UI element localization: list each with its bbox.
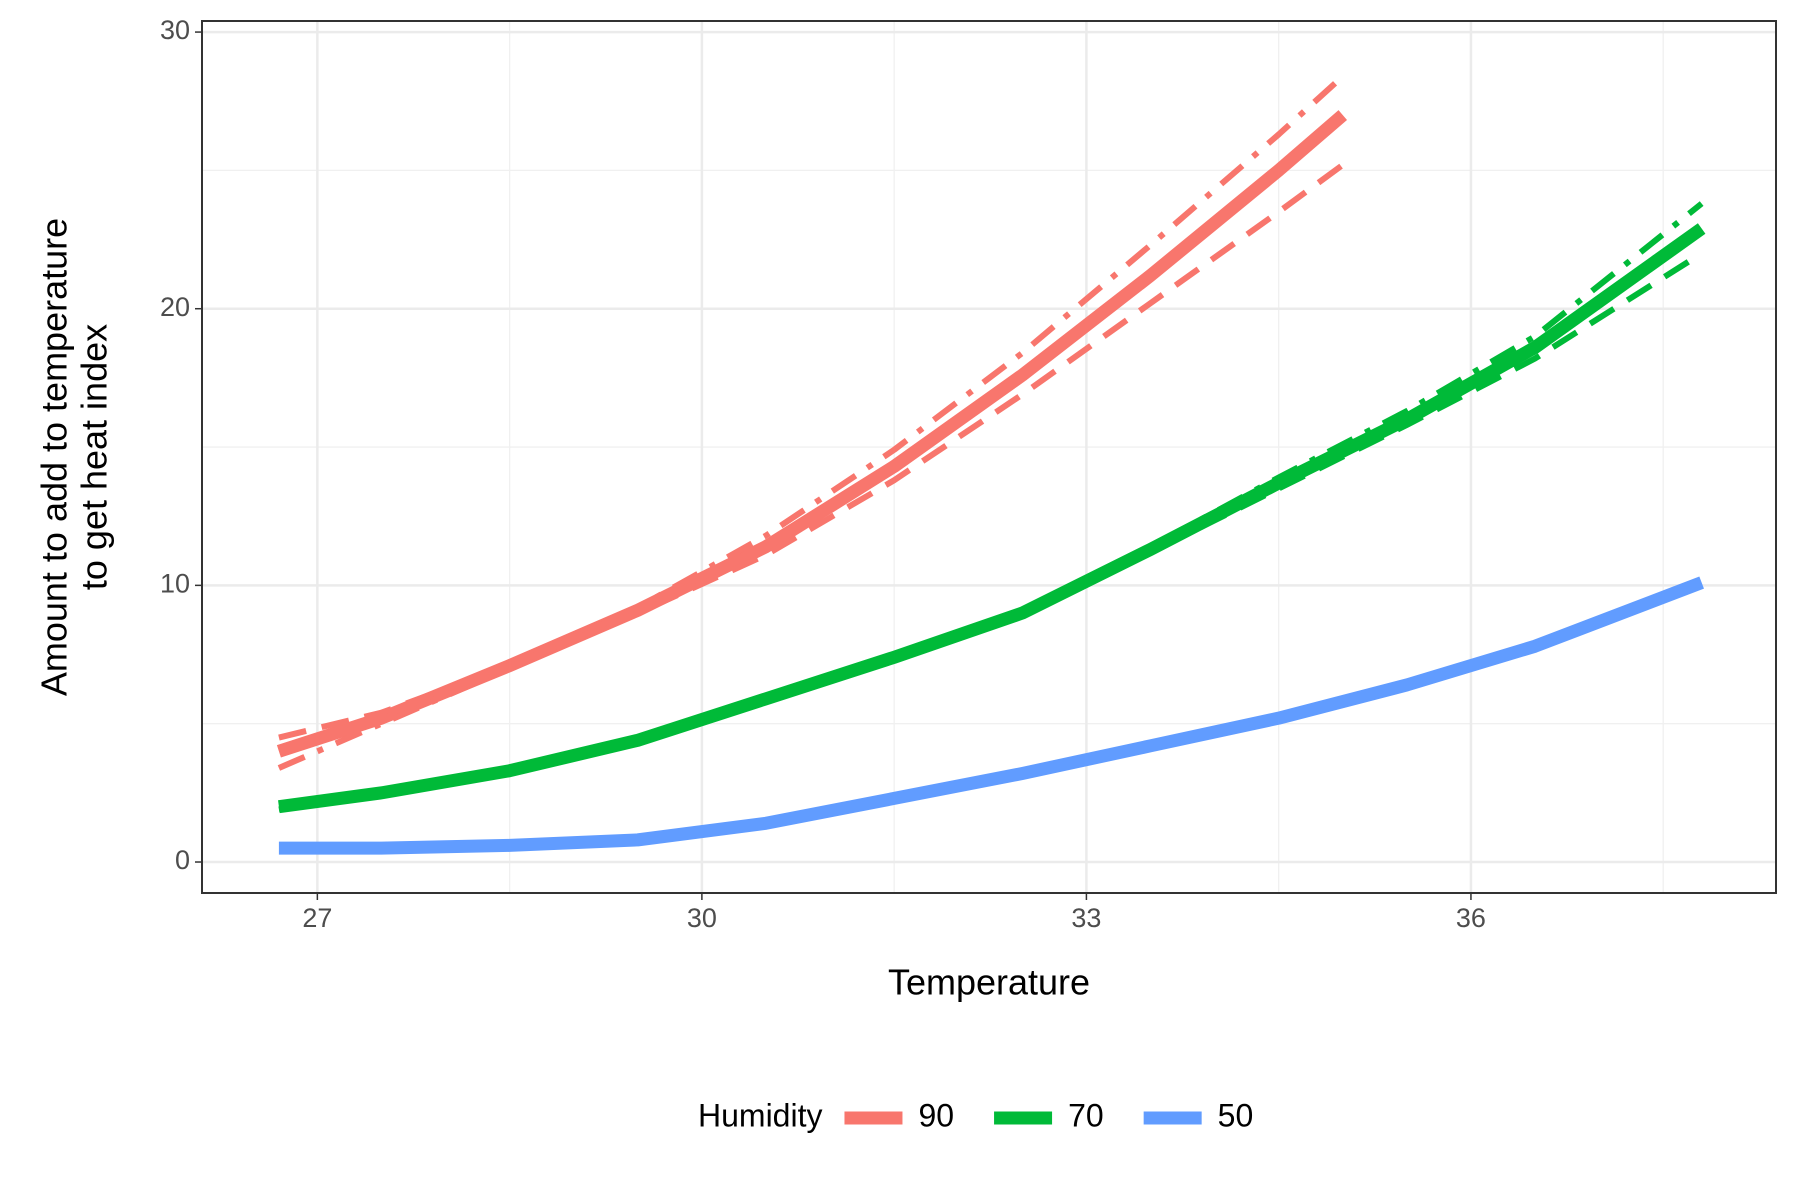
legend-label: 70 <box>1068 1097 1104 1133</box>
x-tick-label: 33 <box>1071 903 1101 933</box>
x-tick-label: 27 <box>302 903 332 933</box>
y-tick-label: 0 <box>175 845 190 875</box>
line-solid <box>278 576 1704 855</box>
legend-label: 50 <box>1218 1097 1254 1133</box>
x-axis-title: Temperature <box>888 962 1090 1003</box>
y-axis-title: to get heat index <box>74 324 115 590</box>
legend-label: 90 <box>918 1097 954 1133</box>
x-tick-label: 36 <box>1456 903 1486 933</box>
legend-title: Humidity <box>698 1097 822 1133</box>
y-tick-label: 10 <box>160 568 190 598</box>
y-tick-label: 30 <box>160 15 190 45</box>
line-dashed <box>278 162 1345 741</box>
panel-border <box>201 20 1777 894</box>
line-dashdot <box>278 201 1704 813</box>
y-axis-title: Amount to add to temperature <box>34 218 75 696</box>
y-tick-label: 20 <box>160 292 190 322</box>
line-solid <box>276 110 1348 758</box>
x-tick-label: 30 <box>687 903 717 933</box>
